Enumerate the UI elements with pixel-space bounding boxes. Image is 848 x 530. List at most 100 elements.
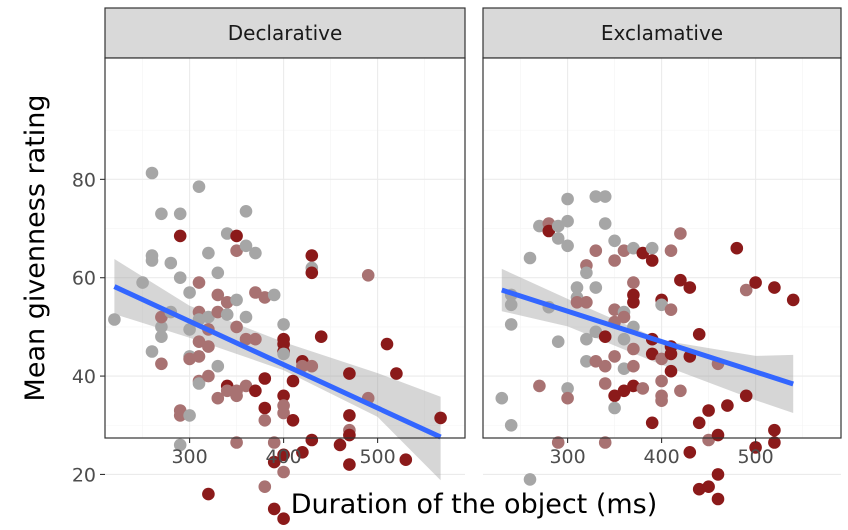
data-point [192, 276, 206, 289]
data-point [239, 332, 253, 346]
data-point [711, 428, 725, 442]
data-point [286, 414, 300, 427]
data-point [495, 391, 509, 405]
data-point [136, 276, 149, 289]
data-point [645, 254, 659, 267]
data-point [390, 367, 403, 380]
data-point [305, 266, 319, 280]
data-point [636, 246, 650, 260]
data-point [258, 480, 272, 494]
data-point [692, 328, 706, 341]
data-point [655, 298, 668, 312]
data-point [655, 352, 668, 366]
data-point [589, 244, 603, 257]
data-point [523, 251, 537, 265]
data-point [211, 391, 225, 405]
data-point [164, 256, 178, 270]
data-point [211, 266, 225, 280]
data-point [739, 389, 753, 403]
data-point [202, 340, 215, 353]
data-point [220, 308, 234, 321]
data-point [768, 423, 781, 437]
data-point [434, 411, 447, 425]
data-point [343, 409, 356, 422]
data-point [239, 239, 253, 253]
facet-label: Declarative [228, 21, 343, 45]
data-point [211, 288, 225, 302]
data-point [220, 384, 234, 398]
data-point [523, 473, 537, 486]
data-point [655, 394, 668, 408]
data-point [333, 438, 347, 452]
data-point [192, 180, 206, 193]
data-point [617, 310, 631, 324]
data-point [664, 364, 678, 378]
data-point [645, 347, 659, 361]
data-point [674, 273, 687, 287]
data-point [202, 369, 215, 383]
data-point [674, 384, 687, 398]
data-point [155, 207, 168, 221]
data-point [286, 374, 300, 388]
data-point [627, 342, 640, 356]
data-point [230, 436, 243, 449]
data-point [239, 310, 253, 324]
data-point [504, 419, 518, 432]
data-point [711, 492, 725, 506]
data-point [580, 296, 593, 309]
data-point [277, 512, 290, 525]
data-point [155, 310, 168, 324]
data-point [361, 269, 375, 282]
data-point [277, 389, 290, 403]
data-point [561, 214, 574, 228]
data-point [277, 448, 290, 462]
data-point [145, 166, 159, 180]
data-point [183, 323, 196, 336]
data-point [305, 433, 319, 447]
data-point [192, 350, 206, 363]
data-point [145, 345, 159, 358]
data-point [267, 502, 281, 516]
data-point [173, 229, 187, 243]
data-point [192, 377, 206, 390]
regression-line [113, 284, 442, 440]
data-point [551, 436, 565, 449]
data-point [192, 335, 206, 349]
panel-exclamative: Exclamative 300 400 500 [482, 7, 842, 506]
data-point [608, 234, 621, 248]
x-tick-label: 400 [643, 446, 679, 468]
data-point [683, 446, 697, 459]
data-point [249, 286, 262, 299]
data-point [173, 207, 187, 221]
data-point [711, 468, 725, 481]
data-point [202, 487, 215, 501]
data-point [580, 332, 593, 346]
data-point [504, 298, 518, 312]
data-point [561, 239, 574, 253]
data-point [211, 359, 225, 373]
data-point [589, 355, 603, 368]
data-point [598, 377, 612, 390]
data-point [230, 293, 243, 307]
data-point [277, 406, 290, 420]
panel-border [104, 57, 466, 439]
data-point [598, 436, 612, 449]
data-point [183, 286, 196, 299]
x-tick-label: 500 [359, 446, 395, 468]
y-tick-label: 80 [72, 169, 96, 191]
data-point [608, 254, 621, 267]
data-point [692, 416, 706, 430]
data-point [617, 384, 631, 398]
data-point [542, 224, 556, 238]
panel-declarative: Declarative 300 400 500 [104, 7, 466, 525]
data-point [608, 389, 621, 403]
data-point [504, 318, 518, 331]
data-point [155, 320, 168, 334]
data-point [617, 332, 631, 346]
data-point [749, 276, 762, 289]
data-point [702, 404, 715, 417]
facet-strip [104, 7, 466, 59]
data-point [399, 453, 413, 467]
data-point [533, 379, 546, 393]
